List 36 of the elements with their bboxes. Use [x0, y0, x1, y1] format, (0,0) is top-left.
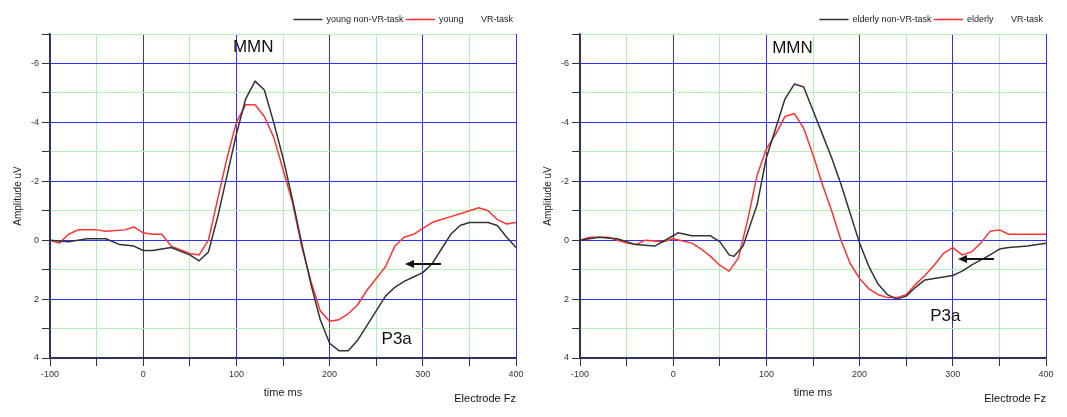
y-tick-label: -6	[30, 57, 39, 68]
y-axis-title: Amplitude uV	[11, 165, 23, 226]
x-tick-label: 100	[758, 368, 774, 379]
x-tick-label: 0	[140, 368, 146, 379]
x-tick-label: -100	[40, 368, 60, 379]
x-tick-label: 400	[508, 368, 524, 379]
x-tick-label: 0	[670, 368, 676, 379]
y-tick-label: 0	[563, 234, 569, 245]
x-axis-title: time ms	[263, 386, 303, 399]
text: Electrode Fz	[984, 391, 1046, 404]
y-axis-title: Amplitude uV	[541, 165, 553, 226]
y-tick-label: -6	[560, 57, 569, 68]
annotation: MMN	[772, 38, 813, 58]
legend-label: young non-VR-task	[326, 13, 404, 24]
y-tick-label: 4	[563, 352, 569, 363]
y-tick-label: -4	[30, 116, 39, 127]
x-tick-label: 300	[945, 368, 961, 379]
text: Electrode Fz	[454, 391, 516, 404]
x-axis-title: time ms	[793, 386, 833, 399]
x-tick-label: 400	[1038, 368, 1054, 379]
legend-label: young VR-task	[438, 13, 514, 24]
x-tick-label: 100	[228, 368, 244, 379]
y-tick-label: 2	[563, 293, 569, 304]
annotation: P3a	[381, 328, 413, 348]
y-tick-label: 4	[33, 352, 39, 363]
legend-label: elderly VR-task	[966, 13, 1044, 24]
y-tick-label: -2	[560, 175, 569, 186]
y-tick-label: 2	[33, 293, 39, 304]
x-tick-label: 200	[852, 368, 868, 379]
y-tick-label: -4	[560, 116, 569, 127]
legend-label: elderly non-VR-task	[852, 13, 932, 24]
y-tick-label: 0	[33, 234, 39, 245]
y-tick-label: -2	[30, 175, 39, 186]
x-tick-label: -100	[570, 368, 590, 379]
x-tick-label: 300	[415, 368, 431, 379]
x-tick-label: 200	[322, 368, 338, 379]
